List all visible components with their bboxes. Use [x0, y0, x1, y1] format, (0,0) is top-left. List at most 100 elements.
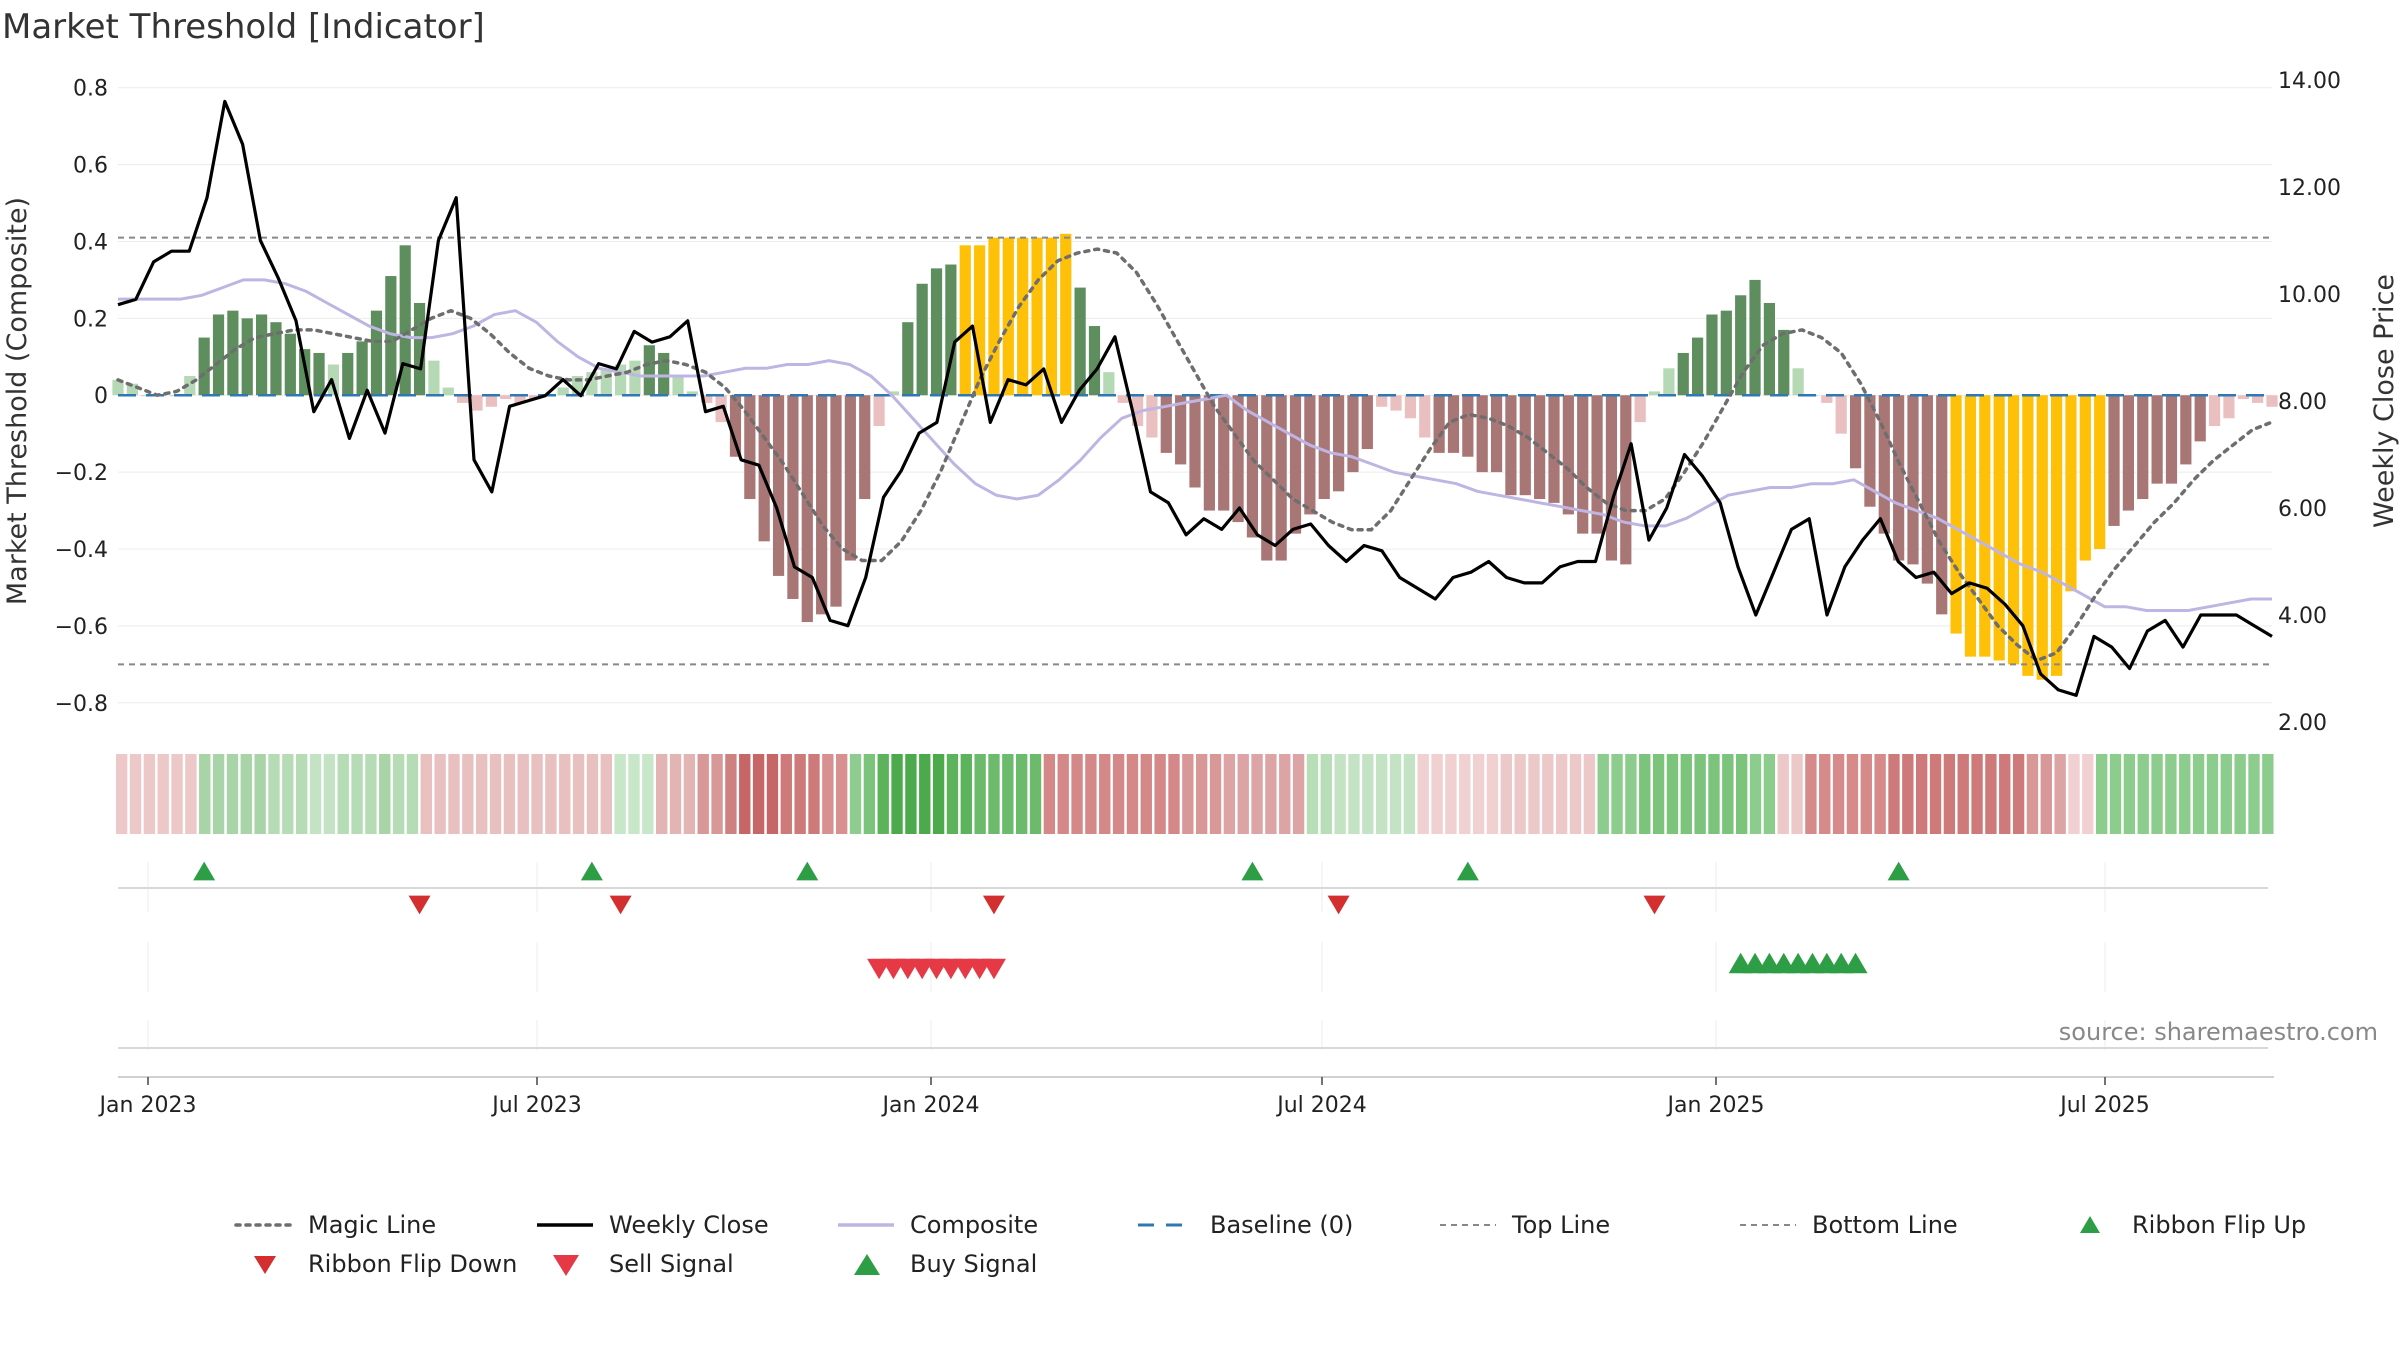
ribbon-cell	[2248, 754, 2260, 834]
sell-signal-marker	[981, 958, 1006, 980]
composite-bar	[1878, 395, 1890, 534]
legend-item: Sell Signal	[553, 1250, 734, 1278]
composite-bar	[1175, 395, 1187, 465]
composite-bar	[930, 268, 943, 396]
ribbon-cell	[503, 754, 516, 834]
composite-bar	[1964, 395, 1977, 657]
ribbon-cell	[323, 754, 336, 834]
ribbon-cell	[1514, 754, 1526, 834]
source-credit: source: sharemaestro.com	[2059, 1018, 2378, 1046]
composite-bar	[1720, 310, 1732, 396]
legend-item: Ribbon Flip Down	[254, 1250, 517, 1278]
ribbon-cell	[1320, 754, 1332, 834]
ribbon-cell	[351, 754, 363, 834]
composite-bar	[1677, 352, 1689, 396]
ribbon-cell	[337, 754, 349, 834]
legend-swatch-buy	[854, 1254, 880, 1275]
legend-label: Buy Signal	[910, 1250, 1037, 1278]
ribbon-cell	[697, 754, 709, 834]
composite-bar	[1160, 395, 1172, 453]
composite-bar	[1821, 395, 1833, 403]
ribbon-cell	[531, 754, 543, 834]
composite-bar	[1763, 302, 1776, 396]
composite-bar	[2036, 395, 2048, 680]
ribbon-cell	[1389, 754, 1402, 834]
composite-bar	[1074, 287, 1086, 396]
x-tick-label: Jan 2025	[1666, 1093, 1765, 1118]
composite-bar	[442, 387, 454, 396]
composite-bar	[1462, 395, 1474, 457]
composite-bar	[126, 383, 138, 396]
composite-bar	[1419, 395, 1431, 438]
composite-bar	[1347, 395, 1359, 473]
ribbon-cell	[2054, 754, 2066, 834]
composite-bar	[873, 395, 885, 426]
legend-label: Bottom Line	[1812, 1211, 1958, 1239]
composite-bar	[830, 395, 842, 607]
composite-bar	[2237, 395, 2249, 400]
ribbon-cell	[2068, 754, 2080, 834]
ribbon-cell	[1057, 754, 1069, 834]
right-tick-label: 12.00	[2278, 176, 2341, 201]
ribbon-cell	[1666, 754, 1679, 834]
ribbon-cell	[1819, 754, 1831, 834]
composite-bar	[385, 276, 397, 396]
composite-bar	[1921, 395, 1933, 584]
ribbon-cell	[1985, 754, 1997, 834]
composite-bar	[2208, 395, 2221, 426]
composite-bar	[1088, 326, 1101, 396]
composite-bar	[2194, 395, 2206, 442]
ribbon-cell	[1708, 754, 1720, 834]
legend-label: Weekly Close	[609, 1211, 769, 1239]
ribbon-cell	[1888, 754, 1900, 834]
composite-bar	[902, 322, 914, 396]
ribbon-cell	[1306, 754, 1319, 834]
ribbon-cell	[2040, 754, 2052, 834]
composite-bar	[1490, 395, 1503, 473]
ribbon-cell	[1085, 754, 1097, 834]
composite-bar	[1605, 395, 1618, 561]
ribbon-cell	[1168, 754, 1180, 834]
composite-bar	[1634, 395, 1646, 423]
composite-bar	[1950, 395, 1962, 634]
composite-bar	[1017, 237, 1029, 396]
reference-lines	[118, 236, 2272, 666]
composite-bar	[2165, 395, 2178, 484]
composite-bar	[471, 395, 483, 411]
ribbon-cell	[808, 754, 820, 834]
ribbon-cell	[1376, 754, 1388, 834]
ribbon-cell	[711, 754, 723, 834]
x-tick-label: Jul 2024	[1275, 1093, 1367, 1118]
composite-bar	[787, 395, 799, 599]
ribbon-cell	[462, 754, 474, 834]
ribbon-cell	[1652, 754, 1665, 834]
ribbon-cell	[836, 754, 848, 834]
composite-bar	[1031, 237, 1043, 396]
x-tick-label: Jan 2023	[98, 1093, 197, 1118]
composite-bar	[1275, 395, 1287, 561]
ribbon-flip-up-marker	[1887, 861, 1910, 881]
legend-item: Magic Line	[234, 1211, 436, 1239]
composite-bar	[313, 352, 325, 396]
composite-bar	[2050, 395, 2063, 676]
ribbon-cell	[1777, 754, 1789, 834]
ribbon-cell	[1002, 754, 1014, 834]
ribbon-cell	[1791, 754, 1803, 834]
composite-bar	[1218, 395, 1230, 511]
ribbon-cell	[1846, 754, 1859, 834]
composite-bar	[758, 395, 770, 542]
ribbon-cell	[780, 754, 792, 834]
composite-bar	[715, 395, 727, 423]
composite-bar	[1476, 395, 1488, 473]
composite-bar	[643, 345, 655, 396]
ribbon-cell	[1874, 754, 1886, 834]
signal-panels	[118, 861, 2268, 1050]
composite-bar	[1433, 395, 1445, 453]
ribbon-cell	[157, 754, 169, 834]
ribbon-cell	[1999, 754, 2011, 834]
composite-bar	[2122, 395, 2135, 511]
composite-bar	[672, 376, 684, 396]
magic-line	[116, 247, 2274, 663]
composite-bar	[413, 302, 426, 396]
composite-bars	[112, 233, 2278, 680]
